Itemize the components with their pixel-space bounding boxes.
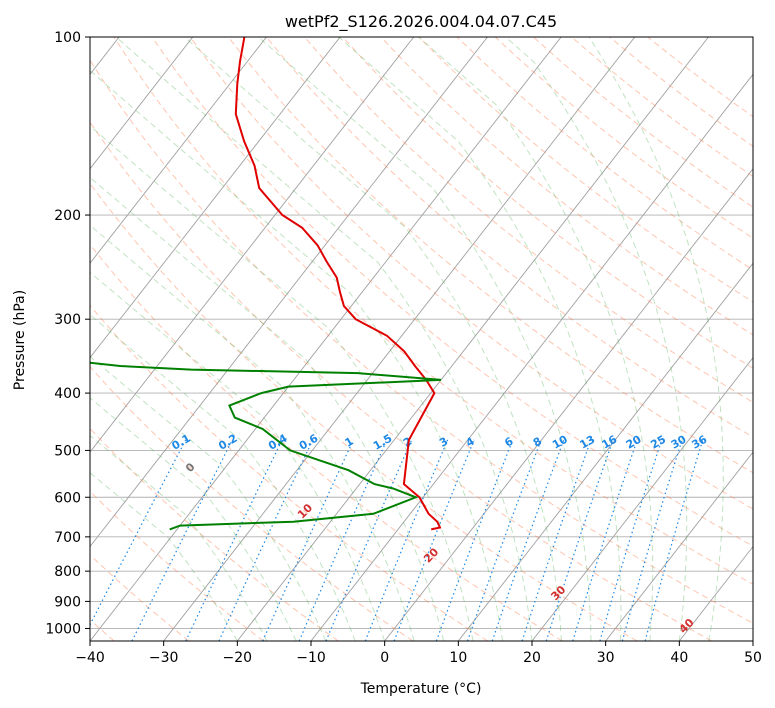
x-tick-label: −30 (149, 650, 179, 666)
x-tick-label: 0 (380, 650, 389, 666)
dry-adiabat (90, 59, 753, 624)
isotherm-line (90, 37, 341, 359)
isotherm-line (310, 73, 753, 641)
y-axis-label: Pressure (hPa) (12, 290, 28, 390)
moist-adiabat (115, 37, 533, 641)
x-tick-label: 40 (670, 650, 688, 666)
isotherm-line (90, 37, 415, 453)
dry-adiabat (90, 121, 712, 641)
isotherm-line (605, 451, 753, 641)
y-tick-label: 800 (54, 564, 81, 580)
isotherm-line (236, 37, 709, 641)
y-tick-label: 1000 (45, 621, 81, 637)
isotherm-line (90, 37, 562, 641)
moist-adiabat-lines (90, 37, 724, 641)
y-tick-label: 400 (54, 386, 81, 402)
moist-adiabat (90, 434, 268, 641)
mixing-ratio-line (491, 439, 565, 641)
isotherm-line (163, 37, 636, 641)
moist-adiabat (90, 472, 238, 641)
dry-adiabat (418, 37, 753, 303)
x-tick-label: 20 (523, 650, 541, 666)
dry-adiabat (227, 37, 753, 474)
moist-adiabat (90, 397, 297, 641)
dry-adiabat (90, 182, 638, 641)
plot-area: 0.10.20.40.611.52346810131620253036-100-… (90, 37, 753, 641)
mixing-ratio-line (521, 439, 592, 641)
mixing-ratio-line (325, 439, 413, 641)
dry-adiabat (90, 366, 414, 641)
x-tick-label: −20 (223, 650, 253, 666)
y-tick-label: 900 (54, 594, 81, 610)
y-tick-label: 700 (54, 530, 81, 546)
dry-adiabat (90, 554, 190, 641)
moist-adiabat (90, 314, 356, 641)
dry-adiabat (90, 304, 488, 641)
mixing-ratio-line (364, 439, 449, 641)
dry-adiabat (151, 37, 753, 547)
moist-adiabat (90, 125, 474, 641)
plot-frame (89, 36, 754, 642)
mixing-ratio-lines (90, 439, 704, 641)
mixing-ratio-line (466, 439, 542, 641)
moist-adiabat (184, 37, 562, 641)
isotherm-line (384, 168, 753, 641)
x-tick-label: −10 (296, 650, 326, 666)
y-tick-label: 300 (54, 312, 81, 328)
x-tick-label: 30 (597, 650, 615, 666)
mixing-ratio-line (572, 439, 638, 641)
moist-adiabat (588, 37, 724, 641)
dry-adiabat (380, 37, 753, 336)
isotherm-line (531, 356, 753, 641)
isotherm-line (90, 37, 488, 548)
moist-adiabat (505, 37, 688, 641)
mixing-ratio-line (545, 439, 614, 641)
x-axis-label: Temperature (°C) (360, 681, 482, 697)
x-tick-label: −40 (75, 650, 105, 666)
profile-line (90, 361, 442, 531)
mixing-ratio-line (435, 439, 514, 641)
chart-title: wetPf2_S126.2026.004.04.07.C45 (285, 12, 557, 32)
y-axis-ticks: 100 200 300 400 500 600 700 800 900 1000 (45, 30, 90, 637)
x-tick-label: 50 (744, 650, 762, 666)
dry-adiabat-lines (90, 37, 753, 641)
moist-adiabat (338, 37, 622, 641)
moist-adiabat (258, 37, 592, 641)
moist-adiabat (418, 37, 654, 641)
isotherm-line (90, 37, 194, 170)
isotherm-line (457, 262, 753, 641)
dry-adiabat (113, 37, 753, 585)
moist-adiabat (90, 224, 415, 641)
y-tick-label: 200 (54, 208, 81, 224)
y-tick-label: 500 (54, 443, 81, 459)
y-tick-label: 600 (54, 490, 81, 506)
y-tick-label: 100 (54, 30, 81, 46)
isotherm-line (90, 37, 267, 264)
mixing-ratio-line (185, 439, 283, 641)
mixing-ratio-line (131, 439, 233, 641)
isotherm-lines (90, 37, 753, 641)
moist-adiabat (90, 271, 386, 641)
x-tick-label: 10 (449, 650, 467, 666)
x-axis-ticks: −40 −30 −20 −10 0 10 20 30 40 50 (75, 641, 762, 666)
profile-line (234, 37, 442, 531)
dry-adiabat (90, 243, 563, 641)
profile-series (90, 37, 442, 531)
mixing-ratio-line (90, 439, 187, 627)
dry-adiabat (189, 37, 753, 510)
moist-adiabat (90, 69, 503, 641)
